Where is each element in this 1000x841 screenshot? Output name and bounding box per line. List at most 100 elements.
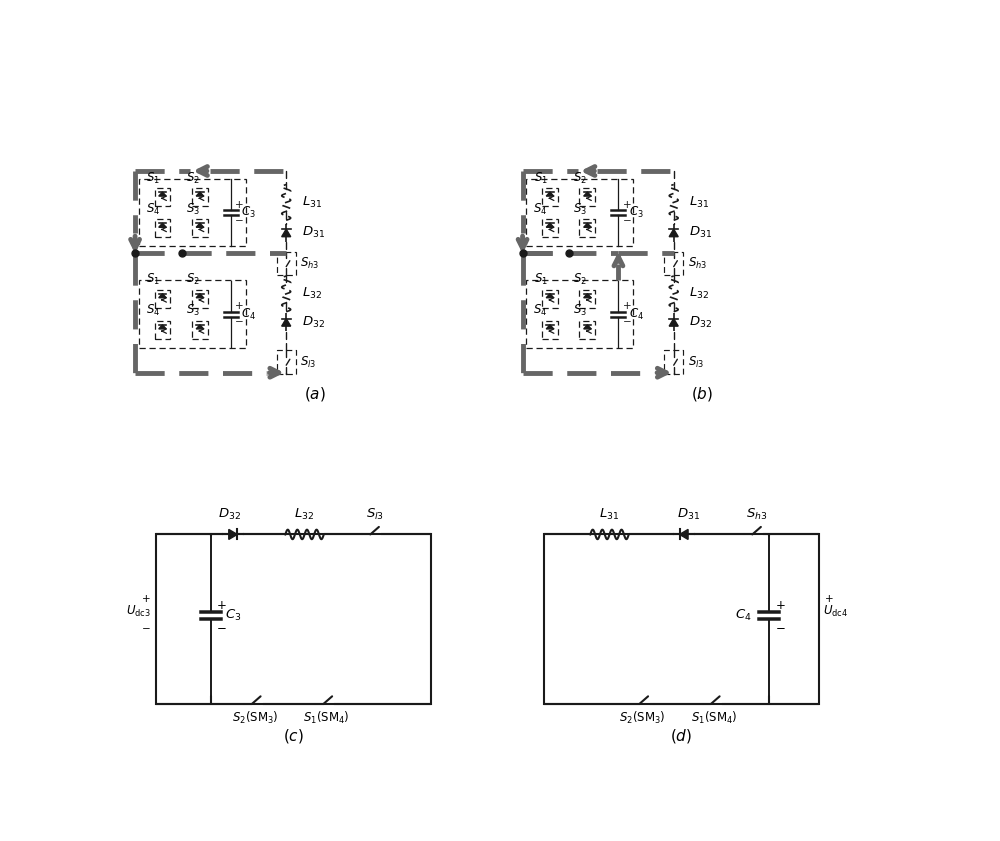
Text: $L_{31}$: $L_{31}$ xyxy=(302,195,322,210)
Text: $S_1(\rm SM_4)$: $S_1(\rm SM_4)$ xyxy=(691,710,737,726)
Bar xyxy=(664,351,683,373)
Polygon shape xyxy=(584,192,591,196)
Polygon shape xyxy=(546,223,554,227)
Bar xyxy=(579,321,595,339)
Polygon shape xyxy=(669,319,678,326)
Polygon shape xyxy=(584,294,591,298)
Text: $D_{32}$: $D_{32}$ xyxy=(218,507,241,522)
Bar xyxy=(542,321,558,339)
Bar xyxy=(526,280,633,348)
Bar xyxy=(192,289,208,308)
Polygon shape xyxy=(159,223,166,227)
Text: $+$: $+$ xyxy=(775,599,785,611)
Polygon shape xyxy=(669,229,678,236)
Bar xyxy=(155,220,170,237)
Text: $+$: $+$ xyxy=(216,599,227,611)
Text: −: − xyxy=(235,317,244,327)
Text: $S_1(\rm SM_4)$: $S_1(\rm SM_4)$ xyxy=(303,710,350,726)
Text: $L_{31}$: $L_{31}$ xyxy=(689,195,709,210)
Polygon shape xyxy=(196,294,204,298)
Bar xyxy=(156,534,431,704)
Text: −: − xyxy=(623,317,631,327)
Polygon shape xyxy=(546,294,554,298)
Polygon shape xyxy=(229,530,237,539)
Text: $+$: $+$ xyxy=(141,593,151,605)
Text: $L_{32}$: $L_{32}$ xyxy=(302,286,322,301)
Bar xyxy=(542,188,558,206)
Text: $S_{h3}$: $S_{h3}$ xyxy=(300,256,319,271)
Text: $C_3$: $C_3$ xyxy=(225,608,241,623)
Text: −: − xyxy=(623,215,631,225)
Bar xyxy=(192,220,208,237)
Text: $-$: $-$ xyxy=(775,620,785,633)
Text: $-$: $-$ xyxy=(216,620,227,633)
Text: $S_2$: $S_2$ xyxy=(573,171,587,186)
Text: $L_{32}$: $L_{32}$ xyxy=(689,286,709,301)
Text: $U_{\rm dc3}$: $U_{\rm dc3}$ xyxy=(126,604,151,619)
Bar xyxy=(277,251,296,275)
Polygon shape xyxy=(282,229,291,236)
Text: $C_3$: $C_3$ xyxy=(241,205,256,220)
Text: $S_{l3}$: $S_{l3}$ xyxy=(688,354,704,369)
Polygon shape xyxy=(546,192,554,196)
Text: $L_{31}$: $L_{31}$ xyxy=(599,507,620,522)
Text: $S_4$: $S_4$ xyxy=(533,304,548,319)
Bar xyxy=(192,321,208,339)
Polygon shape xyxy=(159,325,166,329)
Text: $(c)$: $(c)$ xyxy=(283,727,304,745)
Text: $S_1$: $S_1$ xyxy=(146,272,160,287)
Bar xyxy=(192,188,208,206)
Text: $D_{32}$: $D_{32}$ xyxy=(689,315,712,330)
Text: $(a)$: $(a)$ xyxy=(304,385,326,403)
Bar xyxy=(139,178,246,246)
Text: $S_3$: $S_3$ xyxy=(573,304,587,319)
Bar xyxy=(664,251,683,275)
Polygon shape xyxy=(196,192,204,196)
Bar xyxy=(526,178,633,246)
Polygon shape xyxy=(584,223,591,227)
Text: $D_{32}$: $D_{32}$ xyxy=(302,315,325,330)
Polygon shape xyxy=(680,530,688,539)
Bar xyxy=(579,188,595,206)
Bar xyxy=(155,289,170,308)
Text: $(b)$: $(b)$ xyxy=(691,385,713,403)
Text: $S_1$: $S_1$ xyxy=(146,171,160,186)
Text: $S_3$: $S_3$ xyxy=(186,202,200,217)
Text: +: + xyxy=(623,301,631,311)
Text: +: + xyxy=(623,199,631,209)
Bar xyxy=(155,188,170,206)
Bar xyxy=(155,321,170,339)
Polygon shape xyxy=(546,325,554,329)
Text: $+$: $+$ xyxy=(824,593,834,605)
Text: +: + xyxy=(235,301,244,311)
Polygon shape xyxy=(196,223,204,227)
Text: $D_{31}$: $D_{31}$ xyxy=(302,225,325,241)
Bar xyxy=(579,220,595,237)
Text: $S_3$: $S_3$ xyxy=(186,304,200,319)
Text: $S_{l3}$: $S_{l3}$ xyxy=(300,354,316,369)
Text: $C_3$: $C_3$ xyxy=(629,205,643,220)
Polygon shape xyxy=(159,294,166,298)
Text: $D_{31}$: $D_{31}$ xyxy=(677,507,700,522)
Text: −: − xyxy=(235,215,244,225)
Bar xyxy=(544,534,819,704)
Text: $S_2$: $S_2$ xyxy=(573,272,587,287)
Bar xyxy=(542,289,558,308)
Text: $S_2(\rm SM_3)$: $S_2(\rm SM_3)$ xyxy=(619,710,666,726)
Text: $S_2$: $S_2$ xyxy=(186,171,200,186)
Bar xyxy=(579,289,595,308)
Text: $C_4$: $C_4$ xyxy=(735,608,752,623)
Text: $S_{h3}$: $S_{h3}$ xyxy=(688,256,707,271)
Bar xyxy=(277,351,296,373)
Polygon shape xyxy=(282,319,291,326)
Bar xyxy=(139,280,246,348)
Polygon shape xyxy=(159,192,166,196)
Text: $S_4$: $S_4$ xyxy=(533,202,548,217)
Text: $L_{32}$: $L_{32}$ xyxy=(294,507,315,522)
Text: $S_{h3}$: $S_{h3}$ xyxy=(746,507,768,522)
Text: $S_2(\rm SM_3)$: $S_2(\rm SM_3)$ xyxy=(232,710,278,726)
Text: $S_1$: $S_1$ xyxy=(534,171,548,186)
Polygon shape xyxy=(584,325,591,329)
Text: $S_1$: $S_1$ xyxy=(534,272,548,287)
Polygon shape xyxy=(196,325,204,329)
